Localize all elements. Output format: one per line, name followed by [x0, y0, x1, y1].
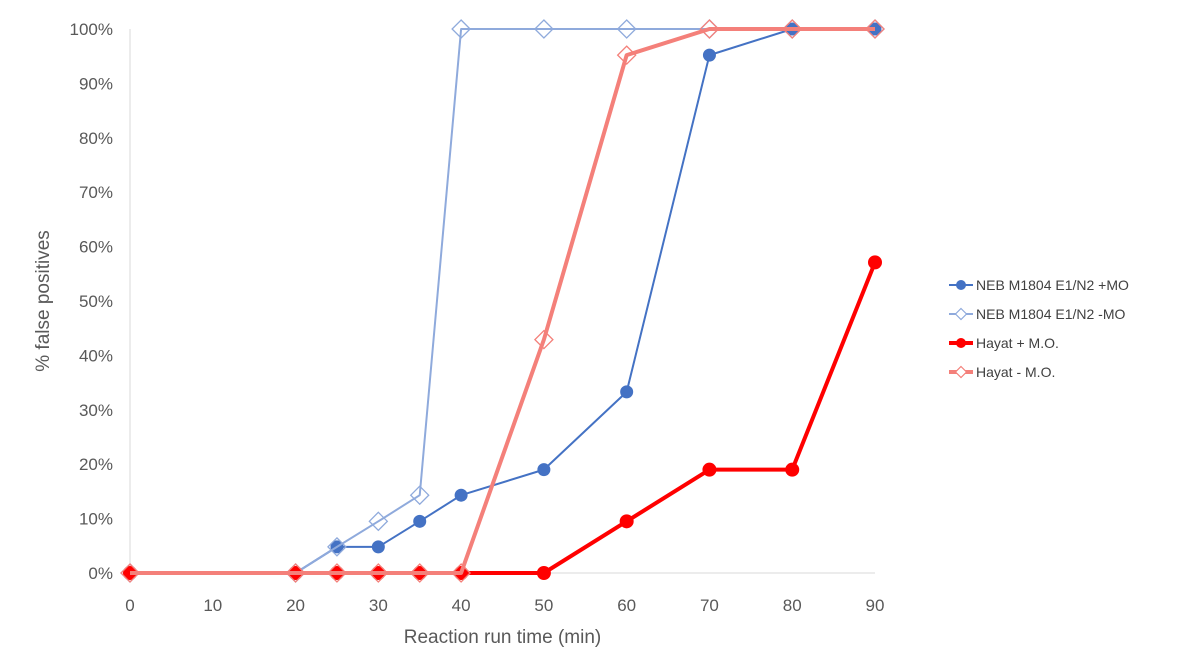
y-tick-label: 0%	[88, 564, 113, 583]
data-point	[327, 536, 347, 557]
data-point	[785, 462, 800, 477]
legend-label: NEB M1804 E1/N2 +MO	[976, 277, 1129, 293]
y-tick-label: 20%	[79, 455, 113, 474]
x-tick-label: 80	[783, 596, 802, 615]
x-axis-title: Reaction run time (min)	[404, 627, 601, 648]
data-point	[865, 19, 885, 39]
x-tick-label: 0	[125, 596, 134, 615]
data-point	[616, 45, 637, 66]
series-4	[120, 19, 885, 583]
data-point	[536, 566, 551, 580]
series-line	[130, 27, 875, 575]
data-point	[782, 19, 803, 39]
y-tick-label: 100%	[70, 20, 113, 39]
legend-item: Hayat + M.O.	[949, 335, 1059, 351]
data-point	[616, 19, 637, 39]
legend-label: NEB M1804 E1/N2 -MO	[976, 306, 1125, 322]
y-tick-label: 50%	[79, 292, 113, 311]
legend-item: NEB M1804 E1/N2 +MO	[949, 277, 1129, 293]
x-tick-label: 60	[617, 596, 636, 615]
data-point	[371, 540, 385, 554]
data-point	[120, 563, 140, 583]
y-tick-label: 60%	[79, 238, 113, 257]
x-tick-label: 30	[369, 596, 388, 615]
data-point	[533, 329, 554, 350]
x-axis-ticks: 0 10 20 30 40 50 60 70 80 90	[125, 596, 884, 615]
legend-label: Hayat + M.O.	[976, 335, 1059, 351]
y-tick-label: 10%	[79, 510, 113, 529]
legend: NEB M1804 E1/N2 +MO NEB M1804 E1/N2 -MO Ha…	[949, 277, 1129, 380]
data-point	[409, 563, 430, 583]
x-tick-label: 50	[534, 596, 553, 615]
legend-swatch-marker	[954, 365, 968, 379]
data-point	[413, 514, 427, 528]
x-tick-label: 90	[866, 596, 885, 615]
y-tick-label: 80%	[79, 129, 113, 148]
data-point	[868, 255, 882, 270]
x-tick-label: 10	[203, 596, 222, 615]
data-point	[368, 563, 389, 583]
data-point	[451, 563, 472, 583]
data-point	[368, 511, 389, 532]
x-tick-label: 70	[700, 596, 719, 615]
y-tick-label: 40%	[79, 346, 113, 365]
legend-item: Hayat - M.O.	[949, 364, 1055, 380]
data-point	[409, 485, 430, 506]
series-1	[123, 22, 882, 580]
y-tick-label: 70%	[79, 183, 113, 202]
y-axis-title: % false positives	[33, 230, 54, 372]
data-point	[537, 463, 551, 477]
series-line	[130, 261, 877, 575]
data-point	[699, 19, 720, 39]
data-point	[451, 19, 472, 39]
series-3	[123, 255, 882, 580]
data-point	[619, 514, 634, 529]
legend-swatch-marker	[956, 280, 966, 290]
data-point	[620, 385, 634, 399]
y-axis-ticks: 0% 10% 20% 30% 40% 50% 60% 70% 80% 90% 100%	[70, 20, 113, 583]
data-point	[454, 488, 468, 502]
x-tick-label: 40	[452, 596, 471, 615]
data-point	[702, 48, 716, 62]
legend-swatch-marker	[956, 338, 966, 348]
data-point	[327, 563, 347, 583]
y-tick-label: 30%	[79, 401, 113, 420]
x-tick-label: 20	[286, 596, 305, 615]
data-point	[285, 563, 306, 583]
series-2	[120, 19, 885, 583]
legend-label: Hayat - M.O.	[976, 364, 1055, 380]
series-line	[130, 28, 875, 574]
legend-swatch-marker	[954, 307, 968, 321]
series-layer	[120, 19, 885, 583]
data-point	[702, 462, 717, 477]
data-point	[533, 19, 554, 39]
legend-item: NEB M1804 E1/N2 -MO	[949, 306, 1125, 322]
series-line	[130, 28, 875, 574]
y-tick-label: 90%	[79, 74, 113, 93]
